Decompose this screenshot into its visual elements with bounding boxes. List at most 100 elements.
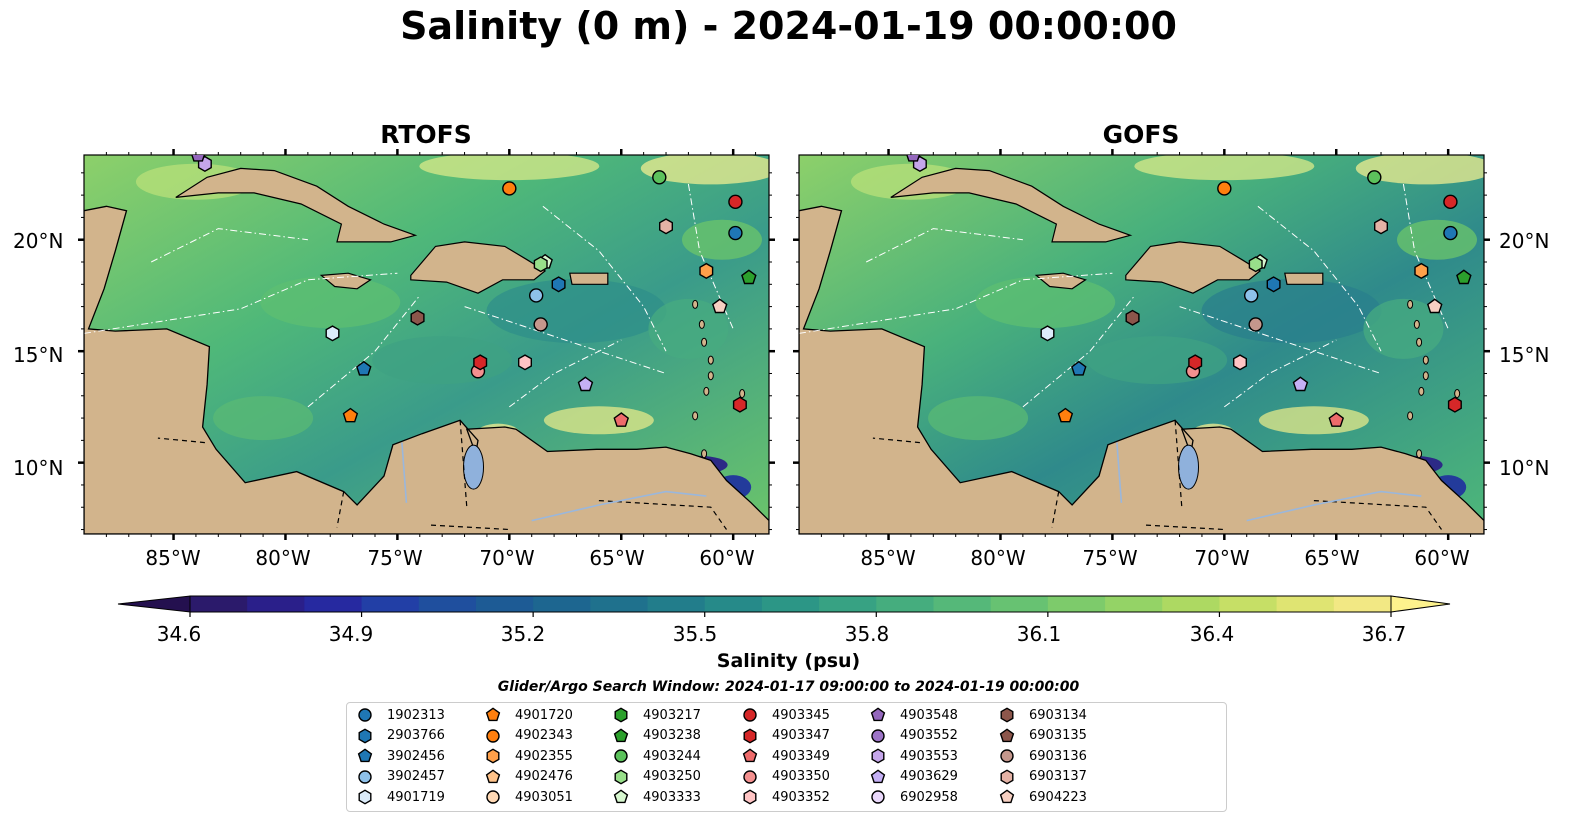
legend-label: 6903134 [1029, 707, 1087, 723]
legend-marker-4903250 [614, 769, 628, 785]
legend-marker-pentagon-icon [613, 789, 629, 804]
map-gofs [799, 155, 1484, 534]
lat-label-15-left: 15°N [13, 343, 64, 367]
legend-item-4903250: 4903250 [611, 767, 701, 787]
legend-item-4903238: 4903238 [611, 726, 701, 746]
legend-marker-4903333 [613, 789, 629, 804]
colorbar [117, 595, 1451, 617]
legend-label: 1902313 [387, 707, 445, 723]
legend-label: 4903333 [643, 789, 701, 805]
legend-marker-4903347 [743, 728, 757, 744]
float-marker-4902355-rtofs [699, 262, 714, 280]
float-marker-4903345-rtofs [728, 194, 743, 210]
legend-label: 6903137 [1029, 769, 1087, 785]
legend-marker-1902313 [358, 708, 372, 722]
float-marker-1902313-gofs [1443, 225, 1458, 241]
legend-item-4903347: 4903347 [740, 726, 830, 746]
legend-marker-circle-icon [1000, 749, 1014, 763]
legend-marker-2903766 [358, 728, 372, 744]
float-marker-4901719-rtofs [325, 325, 340, 342]
legend-label: 4903350 [772, 769, 830, 785]
float-marker-6903136-gofs [1248, 317, 1263, 332]
legend-item-2903766: 2903766 [355, 726, 445, 746]
legend-marker-pentagon-icon [999, 728, 1015, 742]
legend-label: 4903548 [900, 707, 958, 723]
float-marker-3902457-gofs [1243, 288, 1259, 303]
legend-marker-hexagon-icon [358, 728, 372, 744]
legend-marker-circle-icon [358, 770, 372, 784]
legend-label: 4901719 [387, 789, 445, 805]
legend-label: 3902456 [387, 748, 445, 764]
colorbar-tick-36-4: 36.4 [1189, 622, 1235, 646]
float-marker-4903347-gofs [1188, 354, 1203, 371]
legend-item-4901720: 4901720 [483, 705, 573, 725]
float-marker-4902343-rtofs [502, 181, 517, 196]
legend-item-6903137: 6903137 [997, 767, 1087, 787]
legend-label: 4903238 [643, 728, 701, 744]
colorbar-tick-36-7: 36.7 [1361, 622, 1407, 646]
legend-label: 2903766 [387, 728, 445, 744]
legend-item-4903345: 4903345 [740, 705, 830, 725]
float-marker-4903250-rtofs [533, 256, 548, 273]
legend-marker-pentagon-icon [613, 728, 629, 742]
float-marker-4903349-gofs [1328, 412, 1345, 427]
legend-label: 6903135 [1029, 728, 1087, 744]
legend-marker-hexagon-icon [486, 748, 500, 764]
legend-label: 4903051 [515, 789, 573, 805]
legend-marker-hexagon-icon [743, 728, 757, 744]
legend-item-6902958: 6902958 [868, 787, 958, 807]
lat-label-15-right: 15°N [1499, 343, 1550, 367]
map-rtofs [84, 155, 769, 534]
float-marker-4903347-rtofs [732, 396, 747, 413]
float-marker-4903548-gofs [906, 155, 921, 162]
legend-item-4903051: 4903051 [483, 787, 573, 807]
figure-title: Salinity (0 m) - 2024-01-19 00:00:00 [400, 4, 1177, 48]
lon-label-65w-right: 65°W [1304, 546, 1360, 570]
lon-label-80w-right: 80°W [970, 546, 1026, 570]
legend: 1902313 2903766 3902456 3902457 4901719 49017… [346, 702, 1227, 812]
legend-label: 6902958 [900, 789, 958, 805]
legend-item-4903552: 4903552 [868, 726, 958, 746]
legend-marker-4903352 [743, 789, 757, 805]
legend-item-6903136: 6903136 [997, 746, 1087, 766]
lon-label-65w-left: 65°W [589, 546, 645, 570]
legend-item-4902343: 4902343 [483, 726, 573, 746]
legend-item-4903553: 4903553 [868, 746, 958, 766]
legend-label: 6903136 [1029, 748, 1087, 764]
legend-item-3902457: 3902457 [355, 767, 445, 787]
float-marker-6904223-rtofs [711, 298, 728, 314]
legend-marker-hexagon-icon [743, 789, 757, 805]
lon-label-75w-right: 75°W [1082, 546, 1138, 570]
colorbar-tick-35-2: 35.2 [500, 622, 546, 646]
float-marker-3902457-rtofs [528, 288, 544, 303]
lon-label-75w-left: 75°W [367, 546, 423, 570]
legend-label: 4903553 [900, 748, 958, 764]
float-marker-2903766-rtofs [551, 276, 566, 293]
legend-marker-4903051 [486, 790, 500, 805]
colorbar-tick-36-1: 36.1 [1016, 622, 1062, 646]
legend-marker-hexagon-icon [1000, 707, 1014, 723]
float-marker-4903244-gofs [1367, 170, 1382, 185]
colorbar-tick-35-5: 35.5 [672, 622, 718, 646]
map-frame-rtofs [83, 154, 770, 535]
legend-marker-circle-icon [486, 728, 500, 743]
float-marker-4903345-gofs [1443, 194, 1458, 210]
panel-title-gofs: GOFS [1102, 120, 1180, 149]
legend-item-4903349: 4903349 [740, 746, 830, 766]
legend-marker-pentagon-icon [485, 707, 501, 722]
lat-label-10-left: 10°N [13, 456, 64, 480]
legend-marker-3902457 [358, 770, 372, 784]
float-marker-6904223-gofs [1426, 298, 1443, 314]
legend-label: 6904223 [1029, 789, 1087, 805]
float-marker-4903347-rtofs [473, 354, 488, 371]
colorbar-tick-34-6: 34.6 [156, 622, 202, 646]
legend-label: 4903217 [643, 707, 701, 723]
colorbar-tick-34-9: 34.9 [328, 622, 374, 646]
legend-label: 4902343 [515, 728, 573, 744]
legend-marker-4903548 [870, 707, 886, 722]
legend-marker-pentagon-icon [870, 769, 886, 783]
legend-marker-6903136 [1000, 749, 1014, 763]
map-panels [78, 149, 1490, 540]
legend-marker-6904223 [999, 789, 1015, 804]
legend-item-4902476: 4902476 [483, 767, 573, 787]
